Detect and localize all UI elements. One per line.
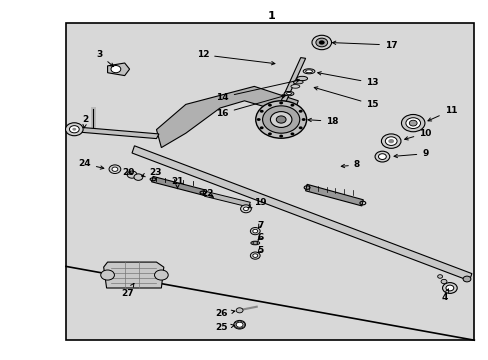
- Text: 10: 10: [404, 129, 431, 140]
- Text: 14: 14: [216, 79, 299, 102]
- Ellipse shape: [296, 76, 307, 81]
- Circle shape: [442, 283, 456, 293]
- Text: 22: 22: [201, 189, 214, 198]
- Polygon shape: [204, 192, 250, 207]
- Text: 20: 20: [122, 168, 134, 177]
- Circle shape: [101, 270, 114, 280]
- Circle shape: [256, 118, 260, 121]
- Ellipse shape: [290, 85, 299, 88]
- Text: 21: 21: [171, 177, 183, 188]
- Circle shape: [374, 151, 389, 162]
- Ellipse shape: [303, 69, 314, 74]
- Circle shape: [385, 137, 396, 145]
- Bar: [66, 23, 473, 340]
- Polygon shape: [151, 176, 204, 195]
- Polygon shape: [305, 184, 363, 206]
- Polygon shape: [107, 63, 129, 76]
- Circle shape: [437, 275, 442, 278]
- Circle shape: [408, 120, 416, 126]
- Text: 8: 8: [341, 161, 359, 170]
- Text: 18: 18: [307, 117, 338, 126]
- Text: 5: 5: [257, 246, 263, 255]
- Circle shape: [267, 104, 271, 107]
- Text: 6: 6: [257, 233, 263, 242]
- Text: 26: 26: [215, 310, 234, 319]
- Circle shape: [240, 205, 251, 213]
- Text: 11: 11: [427, 106, 456, 121]
- Ellipse shape: [305, 70, 312, 73]
- Circle shape: [298, 126, 302, 129]
- Circle shape: [267, 132, 271, 135]
- Ellipse shape: [284, 91, 293, 96]
- Circle shape: [72, 128, 76, 131]
- Circle shape: [445, 285, 453, 291]
- Circle shape: [462, 276, 470, 282]
- Circle shape: [233, 320, 245, 329]
- Text: 13: 13: [317, 72, 378, 87]
- Text: 7: 7: [256, 220, 263, 230]
- Polygon shape: [103, 262, 163, 288]
- Text: 9: 9: [393, 149, 428, 158]
- Ellipse shape: [250, 241, 259, 245]
- Circle shape: [250, 252, 260, 259]
- Circle shape: [405, 118, 420, 129]
- Text: 12: 12: [196, 50, 274, 65]
- Circle shape: [270, 112, 291, 127]
- Text: 27: 27: [121, 283, 134, 298]
- Circle shape: [65, 123, 83, 136]
- Polygon shape: [132, 146, 471, 281]
- Text: 4: 4: [441, 289, 448, 302]
- Circle shape: [301, 118, 305, 121]
- Circle shape: [134, 174, 142, 180]
- Text: 17: 17: [332, 41, 397, 50]
- Circle shape: [127, 171, 137, 178]
- Circle shape: [279, 135, 283, 138]
- Text: 23: 23: [142, 168, 162, 177]
- Text: 1: 1: [267, 11, 275, 21]
- Circle shape: [243, 207, 248, 211]
- Text: 25: 25: [215, 323, 234, 332]
- Circle shape: [298, 110, 302, 113]
- Circle shape: [279, 102, 283, 104]
- Polygon shape: [156, 86, 298, 148]
- Circle shape: [236, 308, 243, 313]
- Circle shape: [112, 167, 118, 171]
- Circle shape: [401, 114, 424, 132]
- Ellipse shape: [286, 93, 291, 95]
- Polygon shape: [281, 58, 305, 102]
- Text: 2: 2: [82, 115, 88, 128]
- Text: 19: 19: [248, 198, 266, 208]
- Circle shape: [262, 106, 299, 133]
- Circle shape: [387, 139, 393, 143]
- Circle shape: [109, 165, 121, 174]
- Circle shape: [252, 229, 257, 233]
- Circle shape: [111, 66, 121, 73]
- Ellipse shape: [252, 242, 257, 244]
- Circle shape: [290, 104, 294, 107]
- Text: 3: 3: [97, 50, 113, 67]
- Circle shape: [259, 126, 263, 129]
- Polygon shape: [71, 127, 159, 139]
- Circle shape: [440, 279, 446, 284]
- Text: 15: 15: [314, 87, 378, 109]
- Circle shape: [381, 134, 400, 148]
- Circle shape: [236, 322, 243, 327]
- Circle shape: [315, 38, 327, 47]
- Ellipse shape: [293, 80, 303, 84]
- Circle shape: [154, 270, 168, 280]
- Circle shape: [259, 110, 263, 113]
- Text: 16: 16: [216, 95, 285, 118]
- Circle shape: [311, 35, 331, 50]
- Circle shape: [276, 116, 285, 123]
- Circle shape: [252, 254, 257, 257]
- Circle shape: [378, 154, 386, 159]
- Circle shape: [250, 228, 260, 235]
- Circle shape: [69, 126, 79, 133]
- Text: 24: 24: [78, 159, 103, 169]
- Circle shape: [318, 40, 324, 45]
- Circle shape: [290, 132, 294, 135]
- Circle shape: [255, 101, 306, 138]
